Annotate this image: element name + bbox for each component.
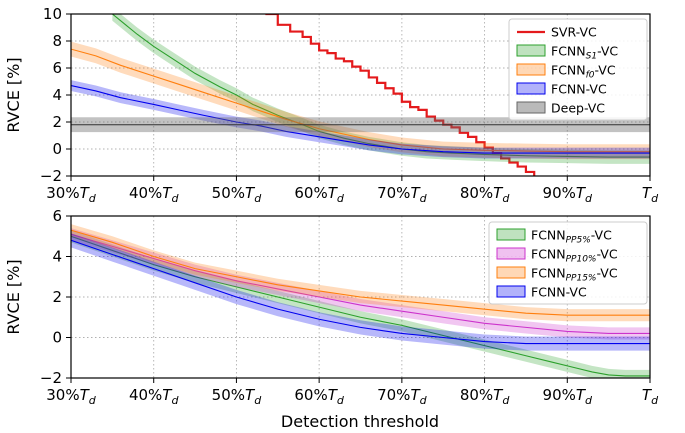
top-x-ticks: 30%Td 40%Td 50%Td 60%Td 70%Td 80%Td 90%Td Td	[46, 176, 659, 205]
bottom-y-ticks: −2 0 2 4 6	[40, 207, 71, 387]
series-fcnn-f0-vc-line	[71, 48, 650, 153]
legend-label: Deep-VC	[551, 101, 605, 116]
x-tick-label: 40%Td	[129, 184, 180, 205]
series-fcnn-f0-vc-band	[71, 41, 650, 160]
x-tick-label: 80%Td	[460, 386, 511, 407]
x-tick-label: 50%Td	[212, 386, 263, 407]
top-panel: −2 0 2 4 6 8 10 30%Td 40%Td 50%Td 60%Td 70%Td 80%Td…	[4, 5, 659, 205]
x-tick-label: 70%Td	[377, 184, 428, 205]
legend-swatch	[496, 285, 526, 298]
y-tick-label: 4	[52, 86, 62, 104]
series-fcnn-s1-vc-line	[112, 14, 650, 158]
top-y-axis-label: RVCE [%]	[4, 57, 23, 132]
bottom-series	[71, 224, 650, 378]
x-tick-label: Td	[642, 386, 659, 407]
legend-frame	[488, 221, 648, 305]
top-series	[71, 14, 650, 176]
x-tick-label: 50%Td	[212, 184, 263, 205]
legend-label: FCNNf0-VC	[551, 63, 616, 81]
y-tick-label: 2	[52, 113, 62, 131]
series-fcnn-s1-vc-band	[112, 14, 650, 164]
bottom-legend: FCNNPP5%-VCFCNNPP10%-VCFCNNPP15%-VCFCNN-…	[488, 221, 648, 305]
x-tick-label: 80%Td	[460, 184, 511, 205]
y-tick-label: 0	[52, 140, 62, 158]
series-fcnn-vc-band	[71, 80, 650, 159]
legend-label: SVR-VC	[551, 25, 597, 40]
y-tick-label: 0	[52, 329, 62, 347]
legend-entry: Deep-VC	[516, 101, 605, 116]
legend-label: FCNNPP5%-VC	[531, 228, 612, 246]
legend-entry: FCNN-VC	[496, 285, 587, 300]
series-fcnn-pp15-vc-band	[71, 224, 650, 322]
legend-swatch	[516, 63, 546, 76]
legend-label: FCNN-VC	[531, 285, 587, 300]
series-fcnn-pp10-vc-line	[71, 233, 650, 335]
legend-swatch	[496, 228, 526, 241]
y-tick-label: −2	[40, 167, 62, 185]
bottom-x-axis-label: Detection threshold	[281, 412, 439, 431]
series-fcnn-vc-line	[71, 239, 650, 345]
x-tick-label: Td	[642, 184, 659, 205]
legend-frame	[508, 18, 648, 121]
series-fcnn-pp10-vc-band	[71, 228, 650, 340]
legend-swatch	[496, 247, 526, 260]
legend-swatch	[516, 82, 546, 95]
x-tick-label: 30%Td	[46, 386, 97, 407]
y-tick-label: 6	[52, 59, 62, 77]
x-tick-label: 30%Td	[46, 184, 97, 205]
legend-swatch	[496, 266, 526, 279]
x-tick-label: 60%Td	[294, 386, 345, 407]
bottom-y-axis-label: RVCE [%]	[4, 259, 23, 334]
legend-swatch	[516, 44, 546, 57]
legend-entry: FCNNS1-VC	[516, 44, 618, 62]
y-tick-label: 8	[52, 32, 62, 50]
legend-label: FCNN-VC	[551, 82, 607, 97]
series-fcnn-pp5-vc-line	[71, 235, 650, 377]
bottom-x-ticks: 30%Td 40%Td 50%Td 60%Td 70%Td 80%Td 90%Td Td	[46, 378, 659, 407]
legend-entry: FCNN-VC	[516, 82, 607, 97]
legend-entry: FCNNf0-VC	[516, 63, 616, 81]
legend-entry: FCNNPP10%-VC	[496, 247, 618, 265]
top-y-ticks: −2 0 2 4 6 8 10	[40, 5, 71, 185]
legend-swatch	[516, 101, 546, 114]
x-tick-label: 70%Td	[377, 386, 428, 407]
series-fcnn-pp15-vc-line	[71, 229, 650, 316]
legend-label: FCNNPP10%-VC	[531, 247, 618, 265]
series-svr-vc-line	[265, 14, 536, 176]
y-tick-label: 4	[52, 248, 62, 266]
legend-entry: SVR-VC	[517, 25, 597, 40]
x-tick-label: 40%Td	[129, 386, 180, 407]
y-tick-label: 10	[43, 5, 62, 23]
x-tick-label: 60%Td	[294, 184, 345, 205]
bottom-panel: −2 0 2 4 6 30%Td 40%Td 50%Td 60%Td 70%Td 80%Td 90%…	[4, 207, 659, 431]
legend-label: FCNNPP15%-VC	[531, 266, 618, 284]
series-fcnn-vc-line	[71, 85, 650, 154]
x-tick-label: 90%Td	[543, 386, 594, 407]
legend-entry: FCNNPP15%-VC	[496, 266, 618, 284]
y-tick-label: −2	[40, 369, 62, 387]
x-tick-label: 90%Td	[543, 184, 594, 205]
y-tick-label: 6	[52, 207, 62, 225]
y-tick-label: 2	[52, 288, 62, 306]
legend-entry: FCNNPP5%-VC	[496, 228, 612, 246]
legend-label: FCNNS1-VC	[551, 44, 618, 62]
